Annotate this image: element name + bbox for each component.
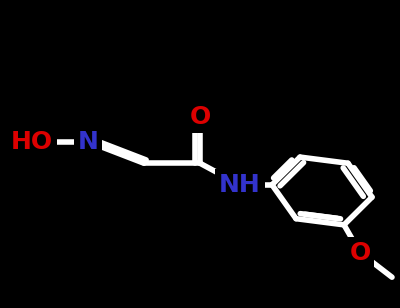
Text: O: O — [189, 105, 211, 129]
Text: HO: HO — [11, 130, 53, 154]
Text: NH: NH — [219, 173, 261, 197]
Text: N: N — [78, 130, 98, 154]
Text: O: O — [349, 241, 371, 265]
